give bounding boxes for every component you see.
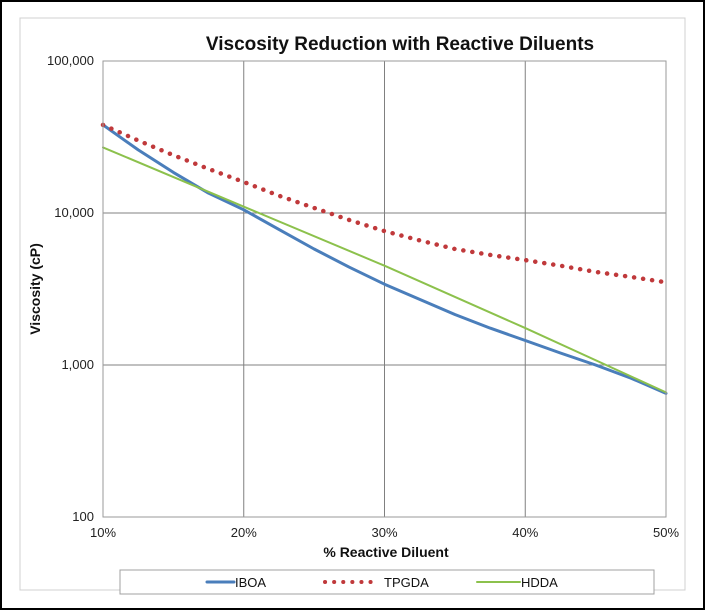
x-tick-label: 10% bbox=[90, 525, 116, 540]
plot-area-frame bbox=[102, 60, 667, 518]
y-tick-label: 1,000 bbox=[61, 357, 94, 372]
y-tick-label: 10,000 bbox=[54, 205, 94, 220]
chart-title: Viscosity Reduction with Reactive Diluen… bbox=[206, 34, 594, 55]
series-line-tpgda bbox=[100, 122, 669, 285]
series-line-hdda bbox=[102, 146, 667, 394]
legend-label-tpgda: TPGDA bbox=[384, 575, 429, 590]
y-tick-label: 100,000 bbox=[47, 53, 94, 68]
x-tick-label: 50% bbox=[653, 525, 679, 540]
legend-label-iboa: IBOA bbox=[235, 575, 266, 590]
x-tick-label: 30% bbox=[371, 525, 397, 540]
y-tick-label: 100 bbox=[72, 509, 94, 524]
legend: IBOA TPGDA HDDA bbox=[119, 569, 655, 595]
y-axis-title: Viscosity (cP) bbox=[27, 243, 43, 335]
series-layer bbox=[100, 122, 669, 395]
x-tick-label: 40% bbox=[512, 525, 538, 540]
x-axis-title: % Reactive Diluent bbox=[323, 544, 449, 560]
legend-label-hdda: HDDA bbox=[521, 575, 558, 590]
x-tick-label: 20% bbox=[231, 525, 257, 540]
tick-label-layer: 10% 20% 30% 40% 50% 100 1,000 10,000 100,000 bbox=[47, 53, 679, 540]
